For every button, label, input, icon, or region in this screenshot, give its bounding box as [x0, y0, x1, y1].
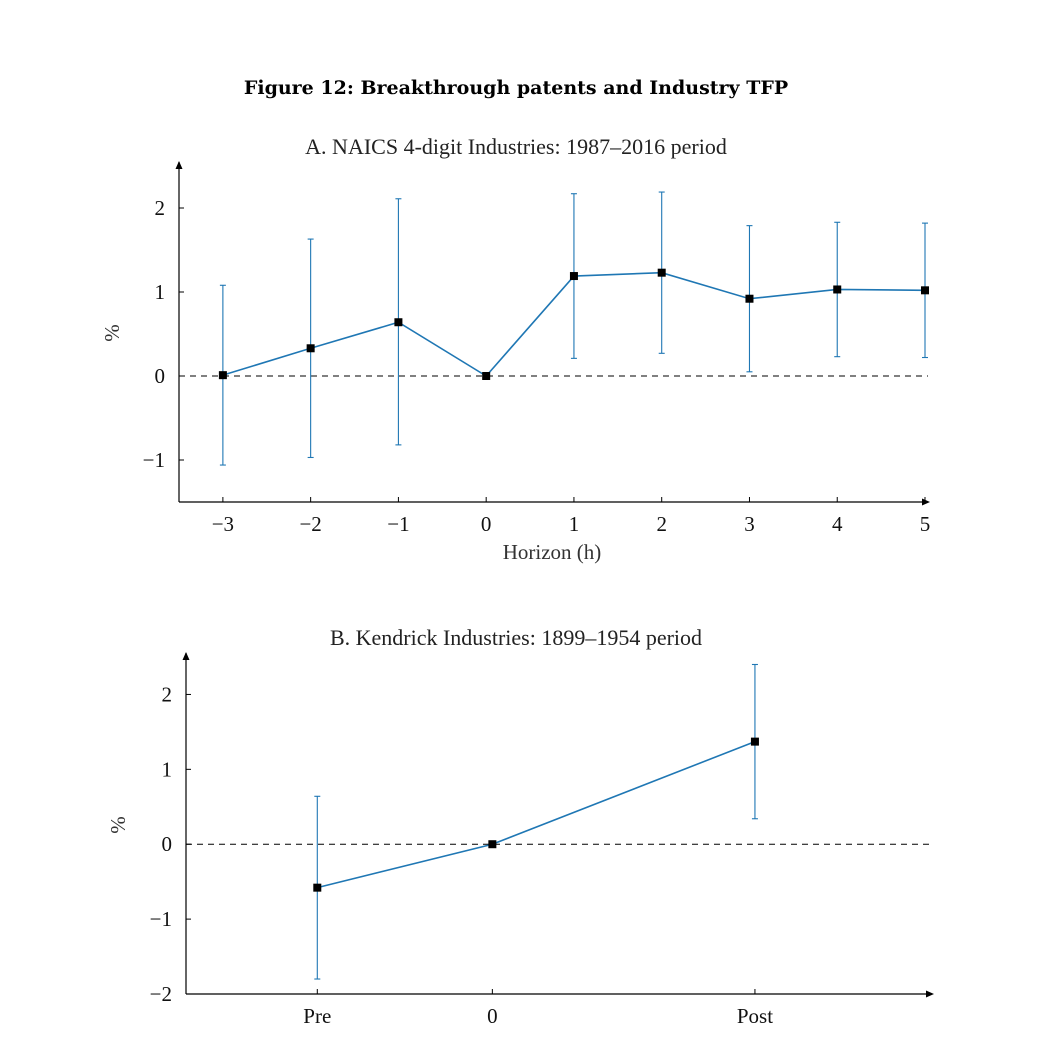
panel-a-data-point: [745, 294, 754, 303]
panel-a-data-point: [218, 371, 227, 380]
panel-a-x-tick-label: −2: [299, 512, 321, 536]
panel-b-x-axis-arrow: [926, 990, 934, 998]
panel-b-y-tick-label: 2: [162, 682, 173, 706]
panel-a-x-tick-label: 3: [744, 512, 755, 536]
panel-b-x-tick-label: Pre: [303, 1004, 331, 1028]
figure-title: Figure 12: Breakthrough patents and Indu…: [244, 77, 788, 99]
panel-a-x-tick-label: 0: [481, 512, 492, 536]
panel-b-data-point: [488, 840, 497, 849]
panel-a-data-point: [657, 268, 666, 277]
panel-a-title: A. NAICS 4-digit Industries: 1987–2016 p…: [305, 134, 727, 159]
panel-b-y-tick-label: −2: [150, 982, 172, 1006]
panel-a-x-tick-label: 2: [656, 512, 667, 536]
panel-b-y-tick-label: 1: [162, 757, 173, 781]
panel-b-y-tick-label: −1: [150, 907, 172, 931]
panel-a-data-point: [921, 286, 929, 295]
panel-a-x-axis-label: Horizon (h): [503, 540, 602, 564]
panel-a-y-tick-label: 2: [155, 196, 166, 220]
panel-a-y-tick-label: −1: [143, 448, 165, 472]
panel-b-y-tick-label: 0: [162, 832, 173, 856]
panel-a-data-point: [833, 285, 842, 294]
panel-a-x-tick-label: 1: [569, 512, 580, 536]
panel-a-x-tick-label: 5: [920, 512, 931, 536]
panel-b-data-point: [313, 883, 322, 892]
panel-b-y-axis-label: %: [106, 816, 130, 834]
panel-a-data-point: [394, 318, 403, 327]
panel-b-title: B. Kendrick Industries: 1899–1954 period: [330, 625, 702, 650]
panel-b-series-line: [317, 740, 756, 889]
panel-b-x-tick-label: 0: [487, 1004, 498, 1028]
panel-a-data-point: [482, 372, 491, 380]
panel-a-chart: A. NAICS 4-digit Industries: 1987–2016 p…: [100, 134, 930, 564]
panel-b-y-axis-arrow: [182, 652, 190, 660]
panel-b-chart: B. Kendrick Industries: 1899–1954 period…: [106, 625, 934, 1028]
panel-b-x-tick-label: Post: [737, 1004, 773, 1028]
panel-a-y-tick-label: 0: [155, 364, 166, 388]
panel-a-x-tick-label: −1: [387, 512, 409, 536]
panel-a-y-axis-label: %: [100, 324, 124, 342]
panel-b-data-point: [750, 737, 759, 746]
panel-a-y-axis-arrow: [175, 161, 183, 169]
panel-a-data-point: [569, 272, 578, 281]
panel-a-x-axis-arrow: [922, 498, 930, 506]
panel-a-x-tick-label: 4: [832, 512, 843, 536]
panel-a-y-tick-label: 1: [155, 280, 166, 304]
panel-a-data-point: [306, 344, 315, 353]
panel-a-x-tick-label: −3: [212, 512, 234, 536]
